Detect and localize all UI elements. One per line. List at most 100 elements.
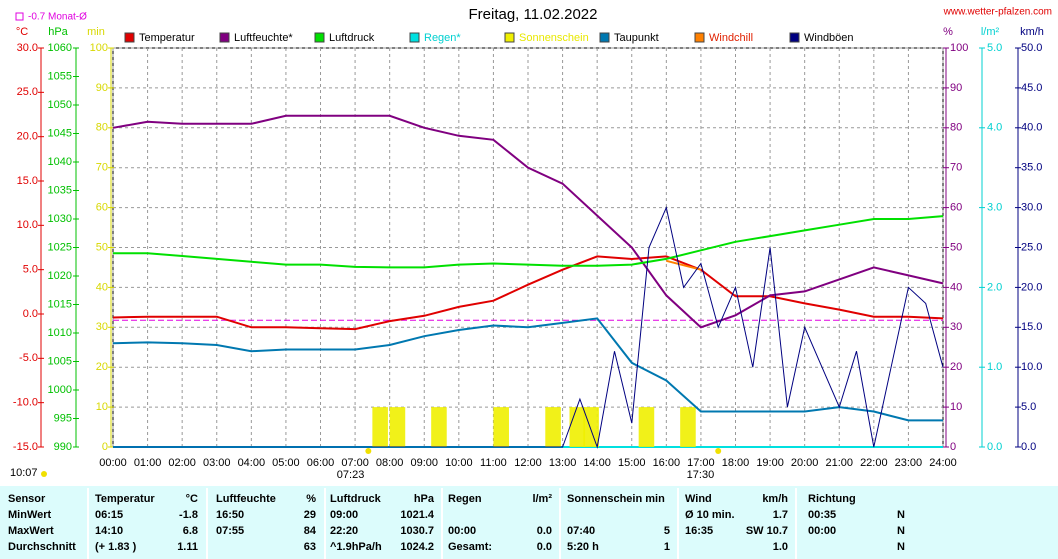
y-tick-label: 40	[96, 281, 108, 293]
sunrise-marker	[365, 448, 372, 454]
sun-bar	[493, 407, 509, 447]
y-tick-label: 5.0	[987, 42, 1002, 54]
legend-swatch	[694, 32, 705, 43]
table-cell: 14:10	[95, 525, 123, 537]
table-cell: SW 10.7	[746, 525, 788, 537]
x-tick-label: 00:00	[99, 457, 127, 469]
y-tick-label: -15.0	[13, 441, 38, 453]
legend-label: Regen*	[424, 32, 461, 44]
table-cell: -1.8	[179, 509, 198, 521]
y-tick-label: -5.0	[19, 352, 38, 364]
table-cell: N	[897, 525, 905, 537]
table-cell: l/m²	[532, 493, 552, 505]
y-tick-label: 30.0	[1021, 202, 1042, 214]
y-tick-label: 60	[950, 202, 962, 214]
axis-unit: %	[943, 26, 953, 38]
table-cell: 07:40	[567, 525, 595, 537]
y-tick-label: 70	[950, 162, 962, 174]
y-tick-label: 25.0	[1021, 241, 1042, 253]
table-cell: Durchschnitt	[8, 541, 76, 553]
x-tick-label: 08:00	[376, 457, 404, 469]
x-tick-label: 03:00	[203, 457, 231, 469]
y-tick-label: 15.0	[17, 175, 38, 187]
series-line	[112, 114, 944, 329]
x-tick-label: 02:00	[168, 457, 196, 469]
table-cell: Regen	[448, 493, 482, 505]
y-tick-label: 20.0	[17, 131, 38, 143]
chart-title: Freitag, 11.02.2022	[469, 6, 598, 23]
x-tick-label: 21:00	[825, 457, 853, 469]
sun-bar	[583, 407, 599, 447]
x-tick-label: 09:00	[410, 457, 438, 469]
x-tick-label: 04:00	[238, 457, 266, 469]
table-cell: N	[897, 509, 905, 521]
y-tick-label: 10	[950, 401, 962, 413]
table-cell: 1	[664, 541, 670, 553]
x-tick-label: 14:00	[583, 457, 611, 469]
y-tick-label: 10	[96, 401, 108, 413]
table-cell: Temperatur	[95, 493, 155, 505]
y-tick-label: 2.0	[987, 281, 1002, 293]
y-tick-label: 20.0	[1021, 281, 1042, 293]
legend-swatch	[124, 32, 135, 43]
y-tick-label: 50	[950, 241, 962, 253]
table-cell: MinWert	[8, 509, 52, 521]
y-tick-label: 70	[96, 162, 108, 174]
y-tick-label: 10.0	[17, 219, 38, 231]
legend-swatch	[314, 32, 325, 43]
x-tick-label: 13:00	[549, 457, 577, 469]
x-tick-label: 07:00	[341, 457, 369, 469]
y-tick-label: 5.0	[1021, 401, 1036, 413]
table-cell: °C	[186, 493, 198, 505]
axis-unit: l/m²	[981, 26, 1000, 38]
y-tick-label: 30	[96, 321, 108, 333]
y-tick-label: 100	[90, 42, 108, 54]
table-bg	[0, 486, 1058, 559]
table-cell: 29	[304, 509, 316, 521]
y-tick-label: 1005	[48, 355, 72, 367]
table-cell: 0.0	[537, 525, 552, 537]
y-tick-label: 1045	[48, 127, 72, 139]
table-cell: Ø 10 min.	[685, 509, 735, 521]
table-cell: MaxWert	[8, 525, 54, 537]
table-cell: hPa	[414, 493, 435, 505]
y-tick-label: 1025	[48, 241, 72, 253]
y-tick-label: 1040	[48, 156, 72, 168]
sun-bar	[680, 407, 696, 447]
legend-label: Windchill	[709, 32, 753, 44]
y-tick-label: -10.0	[13, 397, 38, 409]
x-tick-label: 19:00	[756, 457, 784, 469]
table-cell: 1021.4	[400, 509, 435, 521]
y-tick-label: 50.0	[1021, 42, 1042, 54]
y-tick-label: 80	[950, 122, 962, 134]
y-tick-label: 60	[96, 202, 108, 214]
y-tick-label: 990	[54, 441, 72, 453]
table-cell: 16:35	[685, 525, 713, 537]
sun-bar	[569, 407, 586, 447]
axis-unit: km/h	[1020, 26, 1044, 38]
y-tick-label: 20	[950, 361, 962, 373]
y-tick-label: 1035	[48, 184, 72, 196]
series-line	[112, 317, 943, 422]
y-tick-label: 0.0	[1021, 441, 1036, 453]
y-tick-label: 0.0	[23, 308, 38, 320]
series-line	[113, 215, 944, 269]
y-tick-label: 0.0	[987, 441, 1002, 453]
table-cell: 00:00	[448, 525, 476, 537]
x-tick-label: 18:00	[722, 457, 750, 469]
sunset-label: 17:30	[687, 469, 715, 481]
legend-label: Luftfeuchte*	[234, 32, 293, 44]
sun-bar	[389, 407, 406, 447]
legend-swatch	[599, 32, 610, 43]
x-tick-label: 17:00	[687, 457, 715, 469]
x-tick-label: 16:00	[653, 457, 681, 469]
table-cell: Gesamt:	[448, 541, 492, 553]
legend-label: Taupunkt	[614, 32, 659, 44]
series-line	[112, 255, 944, 331]
table-cell: km/h	[762, 493, 788, 505]
legend-label: Windböen	[804, 32, 854, 44]
table-cell: ^1.9hPa/h	[330, 541, 382, 553]
y-tick-label: 0	[102, 441, 108, 453]
site: www.wetter-pfalzen.com	[943, 7, 1052, 18]
